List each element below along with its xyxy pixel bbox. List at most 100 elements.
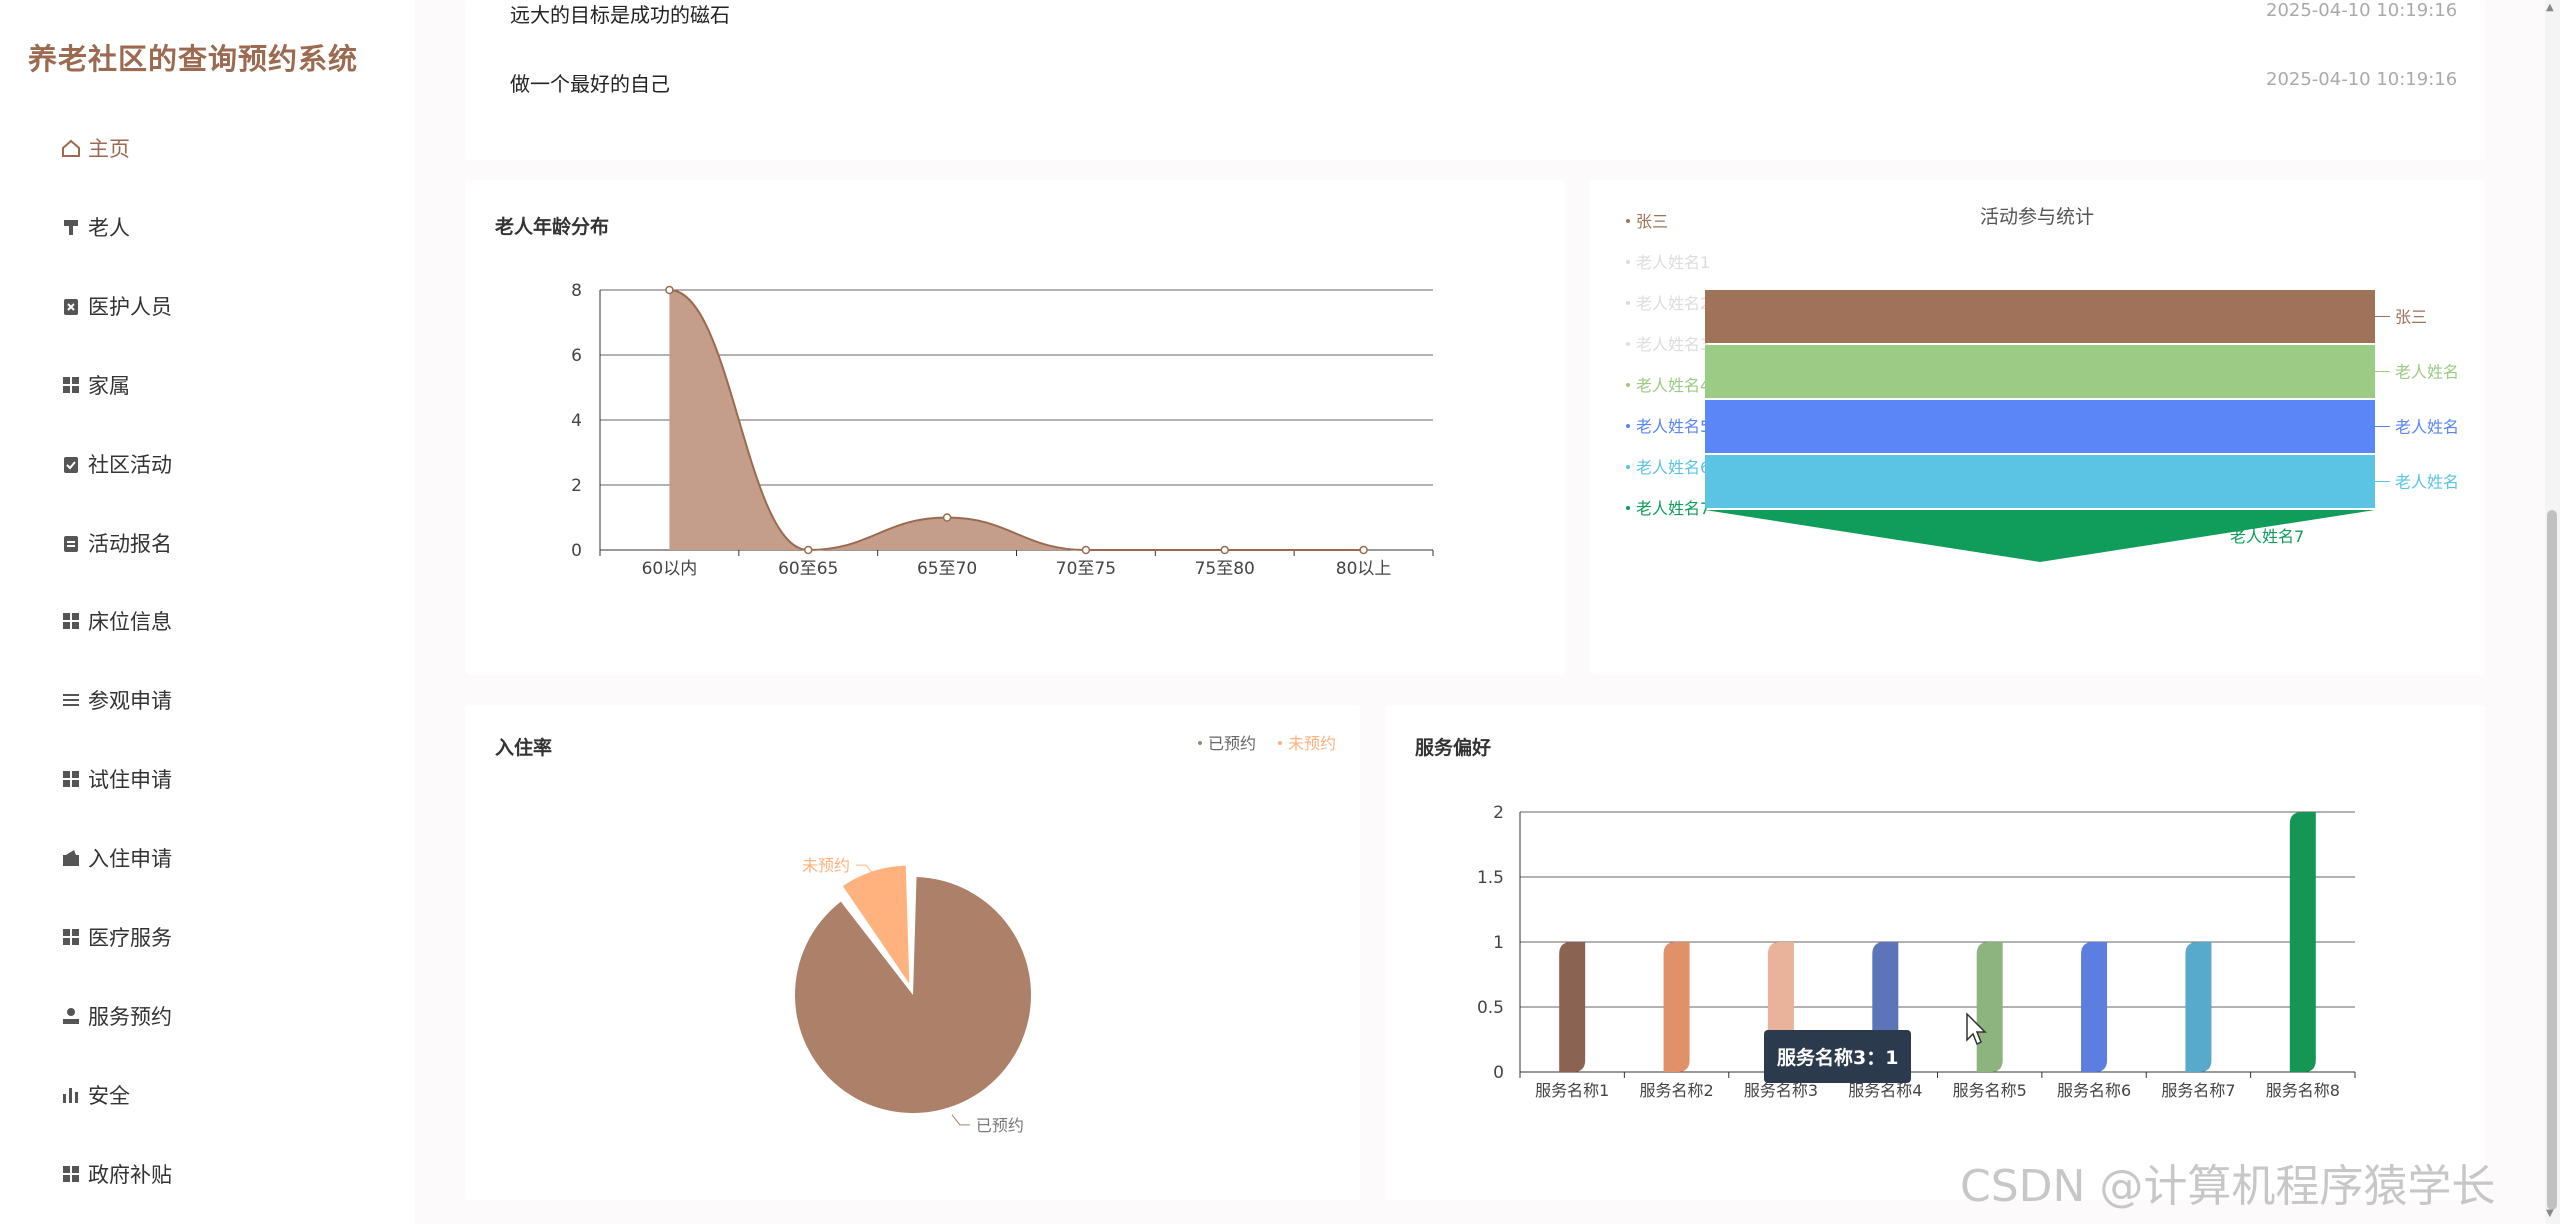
bar: [2081, 942, 2108, 1072]
segment-label: 张三: [2395, 308, 2427, 327]
sidebar-item[interactable]: 参观申请: [60, 680, 172, 720]
label-line: [951, 1114, 970, 1126]
x-tick-label: 服务名称8: [2266, 1081, 2340, 1100]
segment-label: 老人姓名: [2395, 473, 2459, 492]
legend-item: 已预约: [1208, 734, 1256, 753]
legend-marker: [1626, 506, 1630, 510]
slice-label: 已预约: [976, 1116, 1024, 1135]
data-point: [1220, 545, 1229, 555]
sidebar-item[interactable]: 医疗服务: [60, 917, 172, 957]
occupancy-chart-card: 入住率 已预约 未预约 已预约 未预约: [465, 705, 1360, 1200]
grid-icon: [63, 376, 79, 393]
home-icon: [62, 139, 80, 157]
sidebar-item-label: 服务预约: [88, 1004, 172, 1029]
x-tick-label: 60以内: [642, 559, 698, 579]
sidebar-item-label: 医疗服务: [88, 926, 172, 950]
legend-marker: [1626, 383, 1630, 387]
x-tick-label: 服务名称2: [1639, 1081, 1713, 1100]
scroll-down-arrow-icon[interactable]: ▼: [2546, 1208, 2554, 1219]
legend-marker: [1278, 741, 1282, 745]
notice-time: 2025-04-10 10:19:16: [2266, 0, 2458, 21]
activity-chart-card: 活动参与统计 张三 老人姓名1 老人姓名2 老人姓名3 老人姓名4 老人姓名5 老人姓名6 老人…: [1590, 180, 2485, 675]
sidebar-item[interactable]: 试住申请: [60, 759, 172, 799]
clipboard-icon: [64, 535, 78, 552]
tag-icon: [64, 219, 78, 235]
y-tick-label: 2: [1493, 803, 1504, 823]
activity-chart-title: 活动参与统计: [1980, 206, 2094, 228]
sidebar-item-label: 入住申请: [88, 847, 172, 872]
scroll-up-arrow-icon[interactable]: ▲: [2546, 2, 2554, 13]
data-point: [665, 285, 674, 295]
legend-item: 老人姓名4: [1636, 376, 1710, 395]
legend-marker: [1626, 342, 1630, 346]
x-tick-label: 服务名称3: [1744, 1081, 1818, 1100]
legend-marker: [1626, 424, 1630, 428]
sidebar-item[interactable]: 床位信息: [60, 601, 172, 641]
segment-label: 老人姓名: [2395, 363, 2459, 382]
app-title: 养老社区的查询预约系统: [28, 42, 359, 76]
sidebar-item[interactable]: 服务预约: [60, 996, 172, 1036]
data-point: [1359, 545, 1368, 555]
sidebar-item[interactable]: 政府补贴: [60, 1154, 172, 1194]
service-bar-chart: 0 0.5 1 1.5 2 服务名称1 服务名称2 服务名称3 服务名称4 服务名称5 服务名称6 服…: [1477, 803, 2356, 1100]
sidebar-item[interactable]: 医护人员: [60, 286, 172, 326]
sidebar-item-label: 参观申请: [88, 689, 172, 714]
legend-marker: [1198, 741, 1202, 745]
sidebar-item[interactable]: 入住申请: [60, 838, 172, 878]
legend-item: 张三: [1636, 212, 1668, 231]
grid-icon: [63, 929, 79, 945]
y-tick-label: 8: [571, 281, 582, 301]
bar: [2185, 942, 2212, 1072]
slice-label: 未预约: [802, 856, 850, 875]
x-tick-label: 75至80: [1195, 559, 1255, 579]
clipboard-check-icon: [64, 456, 78, 473]
sidebar-item[interactable]: 安全: [60, 1075, 130, 1115]
legend-item: 老人姓名5: [1636, 417, 1710, 436]
notice-card: [465, 0, 2485, 160]
bar-chart-icon: [63, 1087, 78, 1103]
x-tick-label: 80以上: [1336, 559, 1392, 579]
sidebar-item[interactable]: 主页: [60, 128, 130, 168]
label-line: [856, 864, 875, 876]
mouse-cursor-icon: [1966, 1012, 1987, 1046]
service-chart-title: 服务偏好: [1415, 737, 1492, 759]
sidebar-item[interactable]: 活动报名: [60, 523, 172, 563]
data-point: [804, 545, 813, 555]
funnel-segment: [1705, 510, 2375, 562]
sidebar-item[interactable]: 老人: [60, 207, 130, 247]
sidebar-item[interactable]: 社区活动: [60, 444, 172, 484]
sidebar-item-label: 主页: [88, 137, 130, 161]
sidebar-item-label: 活动报名: [88, 531, 172, 556]
sidebar-item-label: 政府补贴: [88, 1162, 172, 1187]
age-chart: 0 2 4 6 8 60以内 60至65 65至70 70至75 75至80 80以上: [571, 281, 1434, 579]
service-chart-card: 服务偏好 0 0.5 1 1.5 2 服务名称1 服务名称2 服务名称3 服务名称4 服务名称5 服…: [1385, 705, 2485, 1200]
sidebar-item-label: 床位信息: [88, 610, 172, 635]
segment-label: 老人姓名7: [2230, 527, 2304, 546]
y-tick-label: 1: [1493, 933, 1504, 953]
sidebar-item-label: 社区活动: [88, 452, 172, 477]
bar: [1976, 942, 2003, 1072]
activity-funnel-chart: 活动参与统计张三老人姓名1老人姓名2老人姓名3老人姓名4老人姓名5老人姓名6老人…: [1626, 206, 2459, 562]
y-tick-label: 4: [571, 411, 582, 431]
notice-title[interactable]: 远大的目标是成功的磁石: [510, 3, 730, 27]
list-icon: [63, 694, 79, 707]
age-chart-card: 老人年龄分布 0 2 4 6 8 60以内 60至65 65至70 70至75 75至80 80以上: [465, 180, 1565, 675]
sidebar-item-label: 安全: [88, 1083, 130, 1108]
sidebar-item-label: 医护人员: [88, 294, 172, 319]
notice-title[interactable]: 做一个最好的自己: [510, 72, 670, 96]
bar: [1559, 942, 1586, 1072]
sidebar-item-label: 老人: [88, 215, 130, 240]
legend-marker: [1626, 260, 1630, 264]
legend-item: 老人姓名3: [1636, 335, 1710, 354]
funnel-segment: [1705, 455, 2375, 508]
legend-marker: [1626, 219, 1630, 223]
wallet-icon: [63, 850, 79, 867]
sidebar-item[interactable]: 家属: [60, 365, 130, 405]
x-tick-label: 服务名称6: [2057, 1081, 2131, 1100]
data-point: [1081, 545, 1091, 555]
y-tick-label: 0.5: [1477, 998, 1504, 1018]
x-tick-label: 服务名称4: [1848, 1081, 1922, 1100]
scrollbar-thumb[interactable]: [2547, 510, 2557, 1210]
y-tick-label: 2: [571, 476, 582, 496]
legend-item: 老人姓名2: [1636, 294, 1710, 313]
